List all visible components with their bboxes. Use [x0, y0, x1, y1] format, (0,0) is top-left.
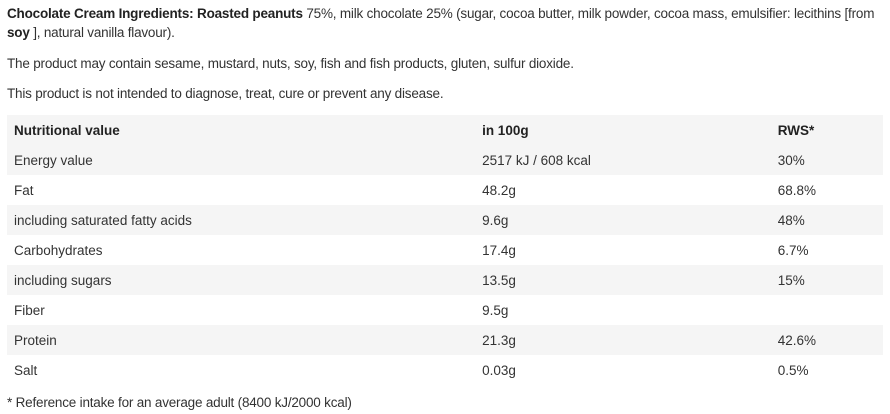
table-row: including saturated fatty acids 9.6g 48% — [7, 205, 883, 235]
table-row: Salt 0.03g 0.5% — [7, 355, 883, 385]
nutrient-name: Energy value — [14, 152, 93, 168]
amount-per-100g: 0.03g — [482, 362, 516, 378]
header-in-100g: in 100g — [482, 122, 529, 138]
allergen-soy: soy — [7, 25, 30, 40]
table-row: including sugars 13.5g 15% — [7, 265, 883, 295]
amount-per-100g: 9.5g — [482, 302, 509, 318]
allergens-text: The product may contain sesame, mustard,… — [7, 56, 574, 71]
rws-percent: 15% — [777, 272, 805, 288]
rws-percent — [771, 295, 883, 325]
rws-percent: 6.7% — [777, 242, 809, 258]
nutrient-name: Salt — [14, 362, 38, 378]
nutrient-name: Fiber — [14, 302, 45, 318]
nutrient-name: Carbohydrates — [14, 242, 103, 258]
amount-per-100g: 9.6g — [482, 212, 509, 228]
rws-percent: 42.6% — [777, 332, 817, 348]
nutrition-table: Nutritional value in 100g RWS* Energy va… — [7, 115, 883, 385]
ingredients-main: Roasted peanuts — [197, 6, 303, 21]
table-row: Carbohydrates 17.4g 6.7% — [7, 235, 883, 265]
nutrient-name: Protein — [14, 332, 57, 348]
amount-per-100g: 13.5g — [482, 272, 516, 288]
table-row: Fat 48.2g 68.8% — [7, 175, 883, 205]
footnote: * Reference intake for an average adult … — [7, 395, 352, 410]
amount-per-100g: 21.3g — [482, 332, 516, 348]
ingredients-part2: ], natural vanilla flavour). — [29, 25, 175, 40]
rws-percent: 48% — [777, 212, 805, 228]
rws-percent: 30% — [777, 152, 805, 168]
amount-per-100g: 17.4g — [482, 242, 516, 258]
rws-percent: 68.8% — [777, 182, 817, 198]
table-header: Nutritional value in 100g RWS* — [7, 115, 883, 145]
ingredients-part1: 75%, milk chocolate 25% (sugar, cocoa bu… — [302, 6, 875, 21]
disclaimer-text: This product is not intended to diagnose… — [7, 86, 444, 101]
amount-per-100g: 2517 kJ / 608 kcal — [482, 152, 591, 168]
header-rws: RWS* — [777, 122, 815, 138]
nutrient-name: Fat — [14, 182, 34, 198]
table-row: Fiber 9.5g — [7, 295, 883, 325]
ingredients-label: Chocolate Cream Ingredients: — [7, 6, 194, 21]
table-row: Protein 21.3g 42.6% — [7, 325, 883, 355]
header-nutritional-value: Nutritional value — [14, 122, 120, 138]
table-row: Energy value 2517 kJ / 608 kcal 30% — [7, 145, 883, 175]
nutrient-name: including sugars — [14, 272, 112, 288]
ingredients-text: Chocolate Cream Ingredients: Roasted pea… — [7, 0, 883, 42]
nutrient-name: including saturated fatty acids — [14, 212, 192, 228]
amount-per-100g: 48.2g — [482, 182, 516, 198]
rws-percent: 0.5% — [777, 362, 809, 378]
